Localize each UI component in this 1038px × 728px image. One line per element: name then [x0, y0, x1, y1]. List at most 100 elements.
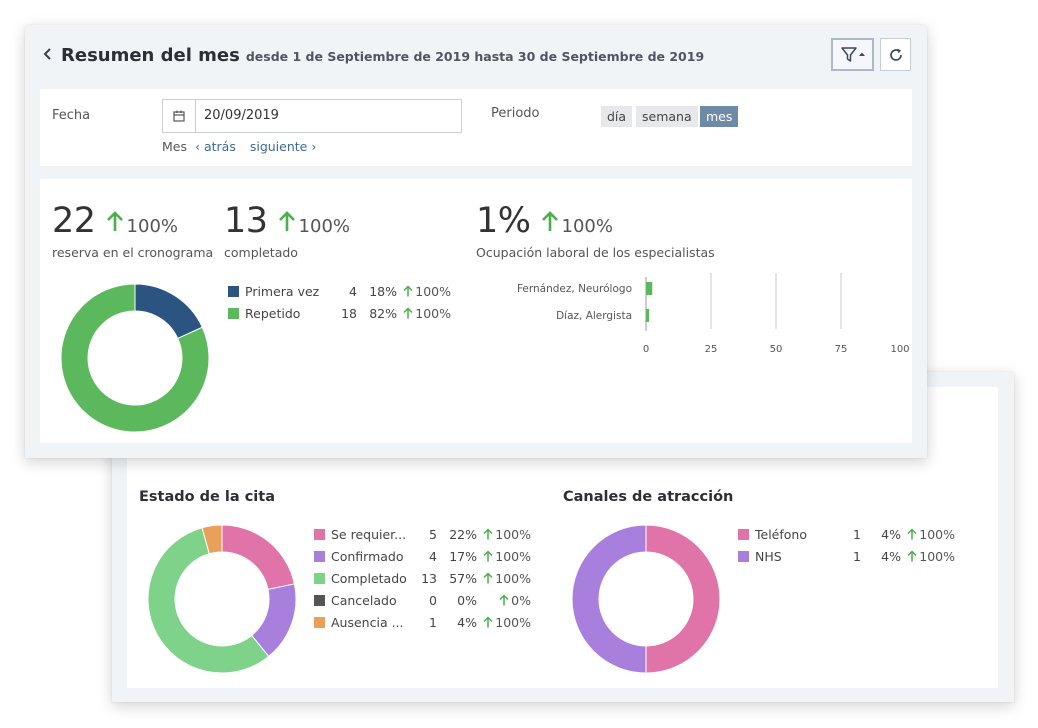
legend-count: 5 — [429, 526, 437, 542]
legend-count: 1 — [429, 614, 437, 630]
next-month-label: siguiente — [249, 139, 308, 154]
legend-count: 1 — [853, 526, 861, 542]
legend-change: 100% — [477, 615, 531, 630]
status-legend-row[interactable]: Cancelado 0 0% 0% — [314, 589, 531, 611]
up-arrow-icon — [499, 594, 509, 606]
legend-label: Teléfono — [755, 526, 807, 542]
legend-swatch — [314, 594, 325, 606]
occupancy-bar-chart: 0 25 50 75 100 Fernández, Neurólogo Díaz, Aler… — [517, 273, 910, 355]
filter-toggle-button[interactable] — [831, 38, 874, 71]
legend-swatch — [314, 616, 325, 628]
occupancy-caption: Ocupación laboral de los especialistas — [476, 245, 715, 260]
legend-label: Primera vez — [245, 283, 320, 299]
occupancy-bar — [646, 282, 653, 295]
up-arrow-icon — [278, 211, 295, 231]
legend-count: 0 — [429, 592, 437, 608]
legend-percent: 57% — [449, 570, 477, 586]
x-tick-label: 50 — [770, 344, 783, 355]
up-arrow-icon — [483, 616, 493, 628]
channels-legend-row[interactable]: Teléfono 1 4% 100% — [738, 523, 955, 545]
status-legend-row[interactable]: Ausencia ... 1 4% 100% — [314, 611, 531, 633]
legend-label: Se requier... — [331, 526, 407, 542]
legend-change: 0% — [477, 593, 531, 608]
occupancy-value: 1% — [476, 201, 531, 241]
period-label: Periodo — [491, 106, 540, 121]
channels-legend-row[interactable]: NHS 1 4% 100% — [738, 545, 955, 567]
filter-icon — [840, 46, 865, 62]
legend-label: Cancelado — [331, 592, 397, 608]
completed-caption: completado — [224, 245, 298, 260]
page-title: Resumen del mes — [61, 45, 240, 66]
completed-change: 100% — [298, 216, 351, 237]
back-chevron-icon[interactable] — [43, 45, 53, 66]
legend-change: 100% — [477, 549, 531, 564]
date-value[interactable]: 20/09/2019 — [204, 108, 279, 123]
monthly-summary-card: Resumen del mes desde 1 de Septiembre de… — [25, 25, 927, 458]
legend-change-value: 100% — [919, 548, 955, 564]
legend-change-value: 100% — [495, 526, 531, 542]
channels-donut-chart — [571, 524, 721, 674]
legend-change: 100% — [901, 527, 955, 542]
visit-legend-row[interactable]: Primera vez 4 18% 100% — [228, 280, 451, 302]
refresh-button[interactable] — [880, 38, 911, 71]
legend-change-value: 100% — [415, 305, 451, 321]
legend-percent: 18% — [369, 283, 397, 299]
legend-swatch — [314, 528, 325, 540]
calendar-icon[interactable] — [163, 100, 196, 132]
date-range: desde 1 de Septiembre de 2019 hasta 30 d… — [245, 49, 705, 64]
occupancy-change: 100% — [561, 216, 613, 237]
legend-swatch — [314, 550, 325, 562]
previous-month-label: atrás — [203, 139, 236, 154]
period-day[interactable]: día — [601, 106, 633, 127]
legend-change: 100% — [397, 284, 451, 299]
bookings-caption: reserva en el cronograma — [52, 245, 214, 260]
up-arrow-icon — [483, 550, 493, 562]
x-tick-label: 100 — [890, 344, 909, 355]
visit-type-legend: Primera vez 4 18% 100% Repetido 18 82% 100% — [228, 280, 451, 324]
legend-label: NHS — [755, 548, 782, 564]
up-arrow-icon — [403, 285, 413, 297]
legend-percent: 4% — [881, 526, 901, 542]
completed-stat: 13 100% — [224, 201, 350, 241]
status-legend: Se requier... 5 22% 100% Confirmado 4 17% 100% C… — [314, 523, 531, 633]
chevron-right-icon: › — [311, 139, 317, 154]
x-tick-label: 25 — [705, 344, 718, 355]
bookings-value: 22 — [52, 201, 96, 241]
previous-month-link[interactable]: ‹ atrás — [195, 139, 236, 154]
legend-change-value: 100% — [495, 570, 531, 586]
legend-percent: 22% — [449, 526, 477, 542]
legend-change: 100% — [901, 549, 955, 564]
occupancy-bar — [646, 309, 650, 322]
status-legend-row[interactable]: Completado 13 57% 100% — [314, 567, 531, 589]
visit-slice-0 — [134, 283, 203, 340]
legend-change-value: 0% — [511, 592, 531, 608]
up-arrow-icon — [403, 307, 413, 319]
legend-label: Completado — [331, 570, 407, 586]
period-week[interactable]: semana — [636, 106, 698, 127]
bar-category-label: Díaz, Alergista — [556, 310, 632, 322]
visit-slice-1 — [60, 283, 210, 433]
status-slice-0 — [221, 524, 296, 591]
legend-label: Repetido — [245, 305, 301, 321]
status-donut-chart — [147, 524, 297, 674]
period-month[interactable]: mes — [700, 106, 739, 127]
legend-percent: 17% — [449, 548, 477, 564]
legend-label: Ausencia ... — [331, 614, 404, 630]
next-month-link[interactable]: siguiente › — [250, 139, 317, 154]
up-arrow-icon — [907, 528, 917, 540]
nav-label: Mes — [162, 139, 187, 154]
status-title: Estado de la cita — [139, 489, 275, 505]
channels-legend: Teléfono 1 4% 100% NHS 1 4% 100% — [738, 523, 955, 567]
refresh-icon — [889, 48, 902, 61]
legend-percent: 82% — [369, 305, 397, 321]
x-tick-label: 75 — [835, 344, 848, 355]
date-field[interactable]: 20/09/2019 — [162, 99, 462, 133]
status-legend-row[interactable]: Se requier... 5 22% 100% — [314, 523, 531, 545]
status-legend-row[interactable]: Confirmado 4 17% 100% — [314, 545, 531, 567]
channels-slice-1 — [571, 524, 647, 674]
visit-legend-row[interactable]: Repetido 18 82% 100% — [228, 302, 451, 324]
up-arrow-icon — [907, 550, 917, 562]
legend-change-value: 100% — [415, 283, 451, 299]
legend-percent: 4% — [457, 614, 477, 630]
channels-slice-0 — [645, 524, 721, 674]
